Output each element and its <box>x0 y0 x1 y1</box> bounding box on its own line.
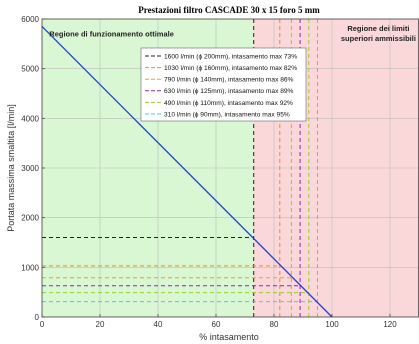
y-tick-label: 4000 <box>21 114 39 123</box>
legend-label-0: 1600 l/min (ϕ 200mm), intasamento max 73… <box>164 53 297 60</box>
x-tick-label: 80 <box>270 320 279 329</box>
x-tick-label: 20 <box>96 320 105 329</box>
region-label-limits: Regione dei limiti <box>347 24 409 33</box>
y-tick-label: 6000 <box>21 15 39 24</box>
y-tick-label: 3000 <box>21 164 39 173</box>
x-tick-label: 40 <box>154 320 163 329</box>
region-label-limits: superiori ammissibili <box>341 34 416 43</box>
y-axis-label: Portata massima smaltita [l/min] <box>6 104 16 232</box>
y-tick-label: 0 <box>35 313 40 322</box>
y-tick-label: 5000 <box>21 65 39 74</box>
x-tick-label: 60 <box>212 320 221 329</box>
x-axis-label: % intasamento <box>199 332 259 342</box>
plot-area: 0 20 40 60 80 100 120 0 1000 2000 3000 4000 5000 6000… <box>21 15 419 329</box>
x-tick-label: 0 <box>40 320 45 329</box>
legend-label-1: 1030 l/min (ϕ 160mm), intasamento max 82… <box>164 65 297 72</box>
y-tick-label: 2000 <box>21 214 39 223</box>
y-tick-label: 1000 <box>21 263 39 272</box>
chart-title: Prestazioni filtro CASCADE 30 x 15 foro … <box>138 5 320 15</box>
legend-label-4: 490 l/min (ϕ 110mm), intasamento max 92% <box>164 100 293 107</box>
legend-label-3: 630 l/min (ϕ 125mm), intasamento max 89% <box>164 88 294 95</box>
main-line <box>41 25 333 318</box>
x-tick-label: 100 <box>325 320 339 329</box>
legend-box <box>140 47 307 122</box>
legend-label-2: 790 l/min (ϕ 140mm), intasamento max 86% <box>164 77 294 84</box>
legend-label-5: 310 l/min (ϕ 90mm), intasamento max 95% <box>164 111 290 118</box>
region-label-optimal: Regione di funzionamento ottimale <box>49 29 174 38</box>
x-tick-label: 120 <box>383 320 397 329</box>
